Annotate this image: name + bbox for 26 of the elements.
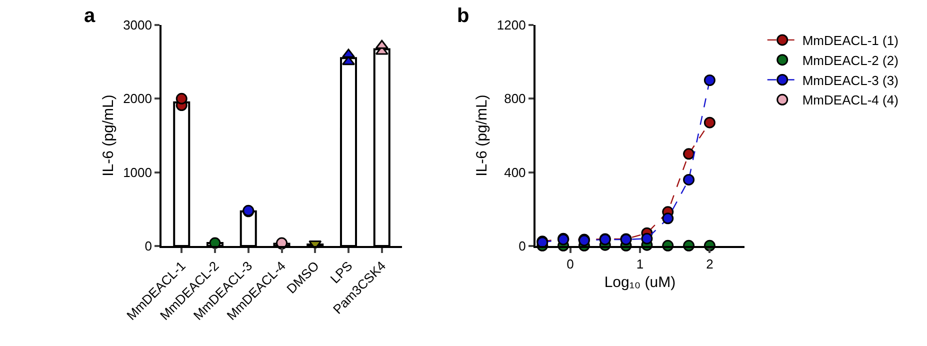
x-tick-label: 2	[706, 256, 714, 272]
legend-label: MmDEACL-1 (1)	[802, 33, 898, 48]
y-tick-label: 2000	[123, 91, 152, 106]
point	[704, 116, 716, 128]
y-axis-title: IL-6 (pg/mL)	[100, 94, 117, 176]
chart-title: b	[457, 5, 470, 27]
y-tick-label: 1000	[123, 164, 152, 180]
y-tick-label: 3000	[123, 18, 152, 33]
point	[683, 148, 695, 160]
y-tick-label: 400	[504, 164, 526, 180]
x-tick-label: 0	[566, 256, 574, 272]
y-tick-label: 0	[518, 238, 526, 254]
x-axis-title: Log₁₀ (uM)	[604, 274, 676, 292]
y-tick-label: 0	[144, 238, 152, 254]
chart-title: a	[84, 5, 96, 27]
x-tick-label: 1	[636, 256, 644, 272]
y-tick-label: 1200	[496, 18, 526, 33]
legend-label: MmDEACL-2 (2)	[802, 52, 898, 68]
point	[662, 212, 674, 224]
y-axis-title: IL-6 (pg/mL)	[474, 94, 491, 176]
point	[641, 232, 653, 244]
point	[683, 174, 695, 186]
point	[704, 74, 716, 86]
legend-label: MmDEACL-4 (4)	[802, 92, 898, 108]
y-tick-label: 800	[504, 91, 526, 106]
legend-label: MmDEACL-3 (3)	[802, 72, 898, 88]
